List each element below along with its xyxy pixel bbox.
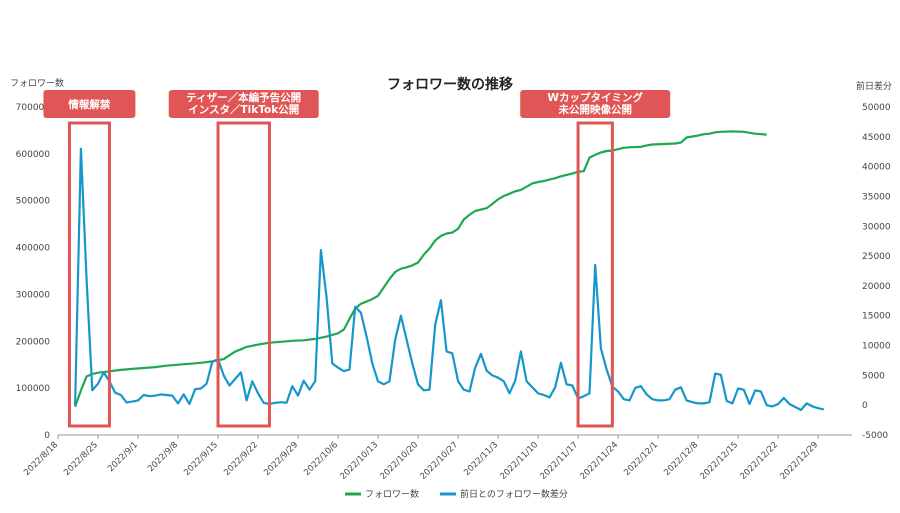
x-tick-label: 2022/9/1 xyxy=(106,440,140,474)
left-tick-label: 200000 xyxy=(16,337,51,347)
right-tick-label: 45000 xyxy=(862,133,891,143)
x-tick-label: 2022/9/29 xyxy=(262,440,300,478)
left-tick-label: 600000 xyxy=(16,150,51,160)
right-tick-label: 50000 xyxy=(862,103,891,113)
x-tick-label: 2022/9/15 xyxy=(182,440,220,478)
annotation-label: 情報解禁 xyxy=(68,98,110,111)
left-axis-ticks: 0 100000 200000 300000 400000 500000 600000 700… xyxy=(16,103,51,441)
right-tick-label: 10000 xyxy=(862,342,891,352)
legend-label: 前日とのフォロワー数差分 xyxy=(460,488,568,500)
x-tick-label: 2022/10/20 xyxy=(378,440,420,482)
x-tick-label: 2022/10/27 xyxy=(418,440,460,482)
x-tick-label: 2022/10/6 xyxy=(302,440,340,478)
x-tick-label: 2022/9/8 xyxy=(146,440,180,474)
x-tick-label: 2022/11/24 xyxy=(578,440,620,482)
annotation-label-bg xyxy=(43,90,136,118)
x-tick-label: 2022/12/8 xyxy=(662,440,700,478)
annotation-label: Wカップタイミング xyxy=(547,91,643,104)
left-tick-label: 100000 xyxy=(16,384,51,394)
x-tick-label: 2022/12/22 xyxy=(738,440,780,482)
annotation-box xyxy=(216,121,271,428)
x-tick-label: 2022/8/18 xyxy=(22,440,60,478)
x-tick-label: 2022/12/29 xyxy=(778,440,820,482)
x-tick-label: 2022/12/1 xyxy=(622,440,660,478)
x-tick-label: 2022/11/3 xyxy=(462,440,500,478)
left-tick-label: 400000 xyxy=(16,244,51,254)
series-layer xyxy=(74,130,825,412)
right-axis-label: 前日差分 xyxy=(856,80,892,92)
x-tick-label: 2022/12/15 xyxy=(698,440,740,482)
left-axis-label: フォロワー数 xyxy=(10,77,64,89)
chart-title: フォロワー数の推移 xyxy=(387,76,513,93)
series-line-1 xyxy=(74,147,825,412)
left-tick-label: 500000 xyxy=(16,197,51,207)
right-tick-label: 15000 xyxy=(862,312,891,322)
x-tick-label: 2022/11/17 xyxy=(538,440,580,482)
legend: フォロワー数 前日とのフォロワー数差分 xyxy=(345,488,568,500)
right-tick-label: 30000 xyxy=(862,222,891,232)
annotation-box xyxy=(576,121,614,428)
right-tick-label: 20000 xyxy=(862,282,891,292)
right-tick-label: 5000 xyxy=(862,371,885,381)
x-axis-ticks: 2022/8/18 2022/8/25 2022/9/1 2022/9/8 2022/9… xyxy=(22,435,820,482)
x-tick-label: 2022/9/22 xyxy=(222,440,260,478)
right-tick-label: 25000 xyxy=(862,252,891,262)
annotation-label-bg xyxy=(168,90,319,118)
annotation-label: ティザー／本編予告公開 xyxy=(186,91,301,104)
x-tick-label: 2022/11/10 xyxy=(498,440,540,482)
left-tick-label: 700000 xyxy=(16,103,51,113)
annotation-box xyxy=(67,121,111,428)
right-tick-label: -5000 xyxy=(862,431,888,441)
right-axis-ticks: -5000 0 5000 10000 15000 20000 25000 30000 35000… xyxy=(862,103,891,441)
left-tick-label: 300000 xyxy=(16,290,51,300)
legend-label: フォロワー数 xyxy=(365,488,419,500)
right-tick-label: 35000 xyxy=(862,192,891,202)
x-tick-label: 2022/8/25 xyxy=(62,440,100,478)
x-tick-label: 2022/10/13 xyxy=(338,440,380,482)
annotation-label-bg xyxy=(520,90,671,118)
series-line-0 xyxy=(74,130,767,408)
right-tick-label: 40000 xyxy=(862,163,891,173)
right-tick-label: 0 xyxy=(862,401,868,411)
left-tick-label: 0 xyxy=(44,431,50,441)
annotation-label: インスタ／TikTok公開 xyxy=(188,103,299,116)
annotation-label: 未公開映像公開 xyxy=(557,103,632,116)
